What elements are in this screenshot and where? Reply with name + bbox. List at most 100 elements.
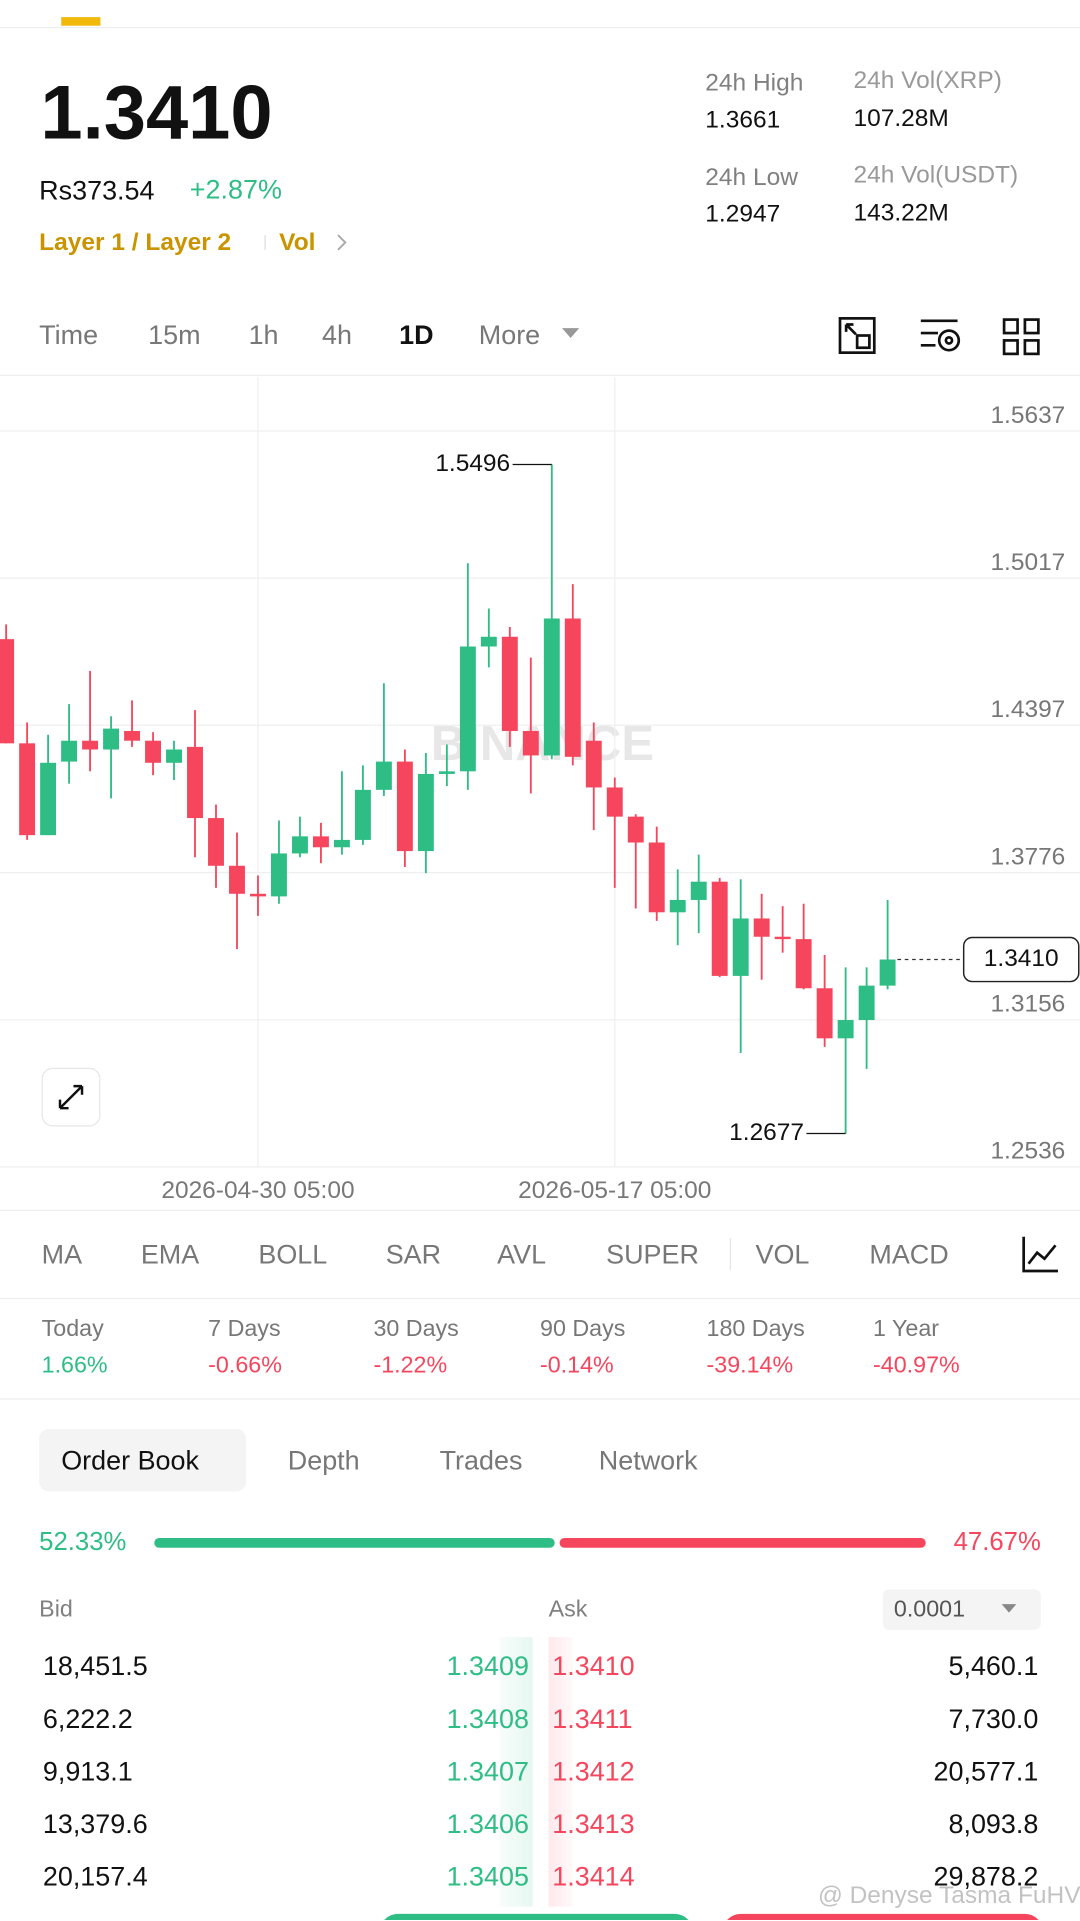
ask-price: 1.3410	[552, 1650, 635, 1682]
candle-body	[480, 636, 497, 647]
buy-button[interactable]	[379, 1913, 694, 1920]
interval-tab[interactable]: 1D	[399, 319, 434, 351]
tab-indicator	[61, 17, 101, 26]
candle-body	[543, 618, 560, 756]
interval-tab[interactable]: 4h	[322, 319, 353, 351]
bid-header: Bid	[39, 1596, 73, 1623]
order-book-tab[interactable]: Order Book	[61, 1444, 199, 1476]
annotation-label: 1.2677	[729, 1119, 804, 1146]
tag-separator	[264, 235, 266, 250]
indicator-tab[interactable]: AVL	[497, 1239, 547, 1270]
indicator-tab[interactable]: MACD	[869, 1239, 949, 1270]
interval-tab[interactable]: 15m	[148, 319, 201, 351]
candle-body	[166, 749, 182, 763]
stat-label: 24h Vol(USDT)	[853, 161, 1019, 189]
stat-label: 24h High	[705, 69, 804, 97]
bid-ratio: 52.33%	[39, 1528, 127, 1557]
ask-quantity: 29,878.2	[933, 1861, 1039, 1892]
settings-icon[interactable]	[920, 319, 961, 352]
period-change: -0.66%	[208, 1353, 282, 1379]
period-label: 90 Days	[540, 1316, 626, 1343]
divider	[0, 1209, 1080, 1212]
ask-price: 1.3413	[552, 1808, 635, 1840]
y-tick-label: 1.3776	[990, 843, 1065, 870]
order-book-tab[interactable]: Network	[598, 1444, 698, 1476]
period-change: -1.22%	[373, 1353, 448, 1379]
indicator-tab[interactable]: BOLL	[258, 1239, 328, 1270]
bid-quantity: 20,157.4	[42, 1861, 148, 1892]
candle-body	[627, 816, 644, 843]
candle-body	[333, 839, 350, 848]
stat-value: 107.28M	[853, 105, 949, 133]
candle-body	[124, 730, 141, 741]
candle-body	[690, 881, 707, 900]
candle-body	[879, 959, 896, 986]
stat-label: 24h Low	[705, 164, 798, 192]
fullscreen-icon[interactable]	[838, 317, 876, 355]
candle-body	[229, 865, 245, 894]
indicator-settings-icon[interactable]	[1021, 1234, 1060, 1273]
period-label: 7 Days	[208, 1316, 281, 1343]
candle-body	[396, 761, 413, 852]
expand-button[interactable]	[41, 1067, 101, 1127]
bid-quantity: 13,379.6	[42, 1808, 148, 1840]
candle-body	[816, 988, 833, 1039]
indicator-tab[interactable]: VOL	[755, 1239, 810, 1270]
order-book-tab[interactable]: Trades	[439, 1444, 523, 1476]
precision-select[interactable]: 0.0001	[882, 1589, 1041, 1630]
divider	[0, 1398, 1080, 1400]
ask-price: 1.3411	[552, 1703, 633, 1734]
candle-body	[501, 636, 518, 731]
ask-quantity: 7,730.0	[948, 1703, 1039, 1734]
indicator-tab[interactable]: SAR	[385, 1239, 442, 1270]
candle-body	[438, 771, 455, 774]
candle-body	[837, 1020, 854, 1039]
candle-body	[208, 818, 224, 866]
ask-header: Ask	[548, 1596, 588, 1623]
candle-body	[19, 743, 36, 836]
bid-price: 1.3409	[446, 1650, 529, 1682]
period-label: Today	[41, 1316, 104, 1343]
candle-body	[40, 762, 57, 836]
expand-icon	[58, 1084, 84, 1110]
candle-body	[606, 787, 623, 817]
y-tick-label: 1.4397	[990, 696, 1065, 723]
tag[interactable]: Vol	[279, 228, 316, 256]
period-label: 30 Days	[373, 1316, 459, 1343]
price-change: +2.87%	[189, 173, 282, 205]
candlestick-chart: BINANCE1.56371.50171.43971.37761.31561.2…	[0, 377, 1080, 1204]
ask-depth	[548, 1637, 574, 1907]
bid-ratio-bar	[154, 1537, 555, 1548]
interval-tab[interactable]: 1h	[248, 319, 279, 351]
stat-value: 1.2947	[705, 200, 781, 228]
interval-tab[interactable]: Time	[39, 319, 99, 351]
candle-body	[0, 639, 15, 744]
bid-price: 1.3407	[446, 1755, 529, 1787]
indicator-tab[interactable]: MA	[41, 1239, 83, 1270]
candle-body	[753, 918, 770, 937]
bid-depth	[499, 1637, 533, 1907]
period-label: 180 Days	[706, 1316, 805, 1343]
grid-icon[interactable]	[1002, 318, 1040, 356]
interval-tab[interactable]: More	[478, 319, 541, 351]
candle-body	[271, 853, 287, 897]
tag[interactable]: Layer 1 / Layer 2	[39, 228, 232, 256]
indicator-tab[interactable]: SUPER	[606, 1239, 699, 1270]
candle-body	[648, 842, 665, 913]
candle-body	[459, 646, 476, 772]
tab-pill	[39, 1428, 247, 1492]
order-book-tab[interactable]: Depth	[287, 1444, 360, 1476]
x-tick-label: 2026-05-17 05:00	[518, 1177, 711, 1204]
sell-button[interactable]	[722, 1913, 1044, 1920]
candle-body	[61, 740, 78, 762]
x-tick-label: 2026-04-30 05:00	[161, 1177, 354, 1204]
chevron-icon	[337, 234, 347, 251]
indicator-tab[interactable]: EMA	[140, 1239, 200, 1270]
ask-quantity: 5,460.1	[948, 1650, 1039, 1682]
candle-body	[291, 836, 308, 854]
ask-price: 1.3414	[552, 1861, 635, 1892]
candle-body	[312, 836, 329, 848]
period-label: 1 Year	[873, 1316, 940, 1343]
